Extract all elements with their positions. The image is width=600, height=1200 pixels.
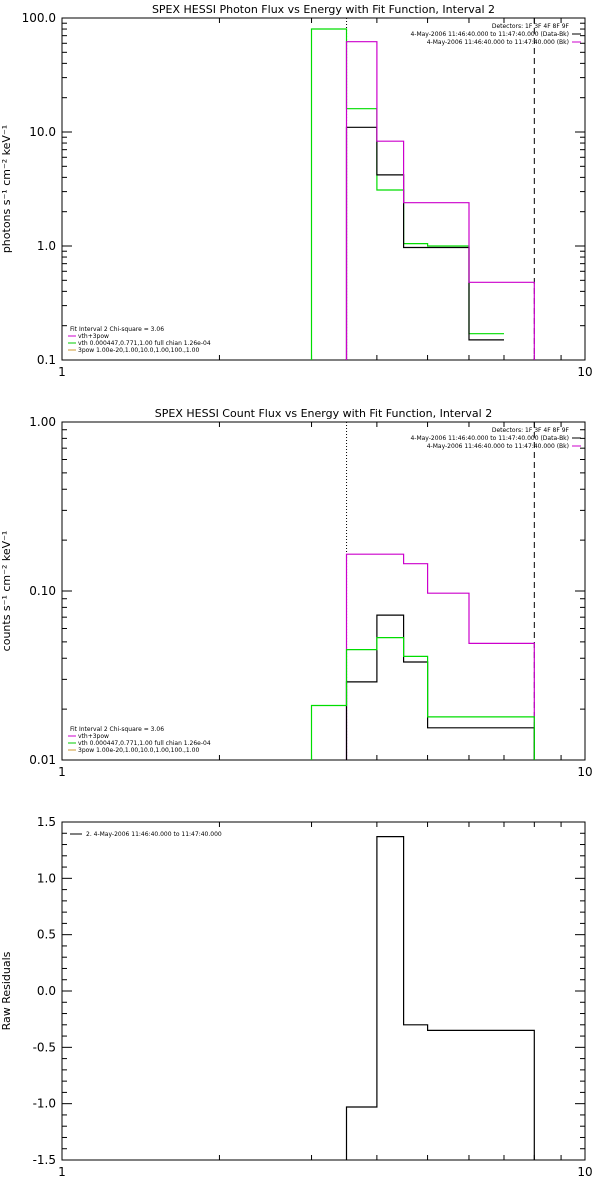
y-tick-label: -1.0 xyxy=(33,1097,56,1111)
y-tick-label: 1.00 xyxy=(29,415,56,429)
legend-text: 4-May-2006 11:46:40.000 to 11:47:40.000 … xyxy=(427,39,569,46)
legend-text: vth+3pow xyxy=(78,333,109,340)
x-tick-label: 10 xyxy=(577,1165,592,1179)
chart-title: SPEX HESSI Count Flux vs Energy with Fit… xyxy=(155,407,492,420)
y-tick-label: 0.01 xyxy=(29,753,56,767)
y-axis-label: counts s⁻¹ cm⁻² keV⁻¹ xyxy=(0,531,13,652)
chart-panel-3: Raw Residuals 1 10 1.5 1.0 0.5 0.0 -0.5 -1.0 -1.5… xyxy=(0,815,593,1179)
legend-text: Detectors: 1F 3F 4F 8F 9F xyxy=(492,427,570,434)
legend-text: 4-May-2006 11:46:40.000 to 11:47:40.000 … xyxy=(410,435,569,442)
y-tick-label: 100.0 xyxy=(22,11,56,25)
series-line-3 xyxy=(345,41,535,360)
y-tick-label: 1.0 xyxy=(37,239,56,253)
y-axis-label: Raw Residuals xyxy=(0,951,13,1030)
plot-frame xyxy=(61,17,586,361)
x-tick-label: 1 xyxy=(58,1165,66,1179)
y-tick-label: 10.0 xyxy=(29,125,56,139)
y-tick-label: -0.5 xyxy=(33,1040,56,1054)
y-tick-label: 1.5 xyxy=(37,815,56,829)
plot-frame xyxy=(61,821,586,1161)
series-line-2 xyxy=(345,126,504,360)
y-axis-label: photons s⁻¹ cm⁻² keV⁻¹ xyxy=(0,125,13,253)
plot-frame xyxy=(61,421,586,761)
chart-title: SPEX HESSI Photon Flux vs Energy with Fi… xyxy=(152,3,495,16)
series-line-3 xyxy=(310,636,535,760)
legend-text: 3pow 1.00e-20,1.00,10.0,1.00,100.,1.00 xyxy=(78,747,199,754)
y-tick-label: 0.1 xyxy=(37,353,56,367)
series-line-1 xyxy=(345,553,535,760)
legend-text: Fit Interval 2 Chi-square = 3.06 xyxy=(70,326,164,333)
series-line-1 xyxy=(310,28,504,360)
y-tick-label: 0.5 xyxy=(37,928,56,942)
legend-text: Fit Interval 2 Chi-square = 3.06 xyxy=(70,726,164,733)
x-tick-label: 10 xyxy=(577,765,592,779)
series-line-1 xyxy=(345,835,535,1160)
legend-text: vth 0.000447,0.771,1.00 full chian 1.26e… xyxy=(78,340,211,347)
legend-text: vth 0.000447,0.771,1.00 full chian 1.26e… xyxy=(78,740,211,747)
x-tick-label: 1 xyxy=(58,765,66,779)
y-tick-label: 1.0 xyxy=(37,871,56,885)
legend-text: 4-May-2006 11:46:40.000 to 11:47:40.000 … xyxy=(427,443,569,450)
chart-panel-1: SPEX HESSI Photon Flux vs Energy with Fi… xyxy=(0,3,593,379)
chart-panel-2: SPEX HESSI Count Flux vs Energy with Fit… xyxy=(0,407,593,779)
legend-text: 3pow 1.00e-20,1.00,10.0,1.00,100.,1.00 xyxy=(78,347,199,354)
x-tick-label: 10 xyxy=(577,365,592,379)
y-tick-label: 0.10 xyxy=(29,584,56,598)
legend-text: 4-May-2006 11:46:40.000 to 11:47:40.000 … xyxy=(410,31,569,38)
y-tick-label: -1.5 xyxy=(33,1153,56,1167)
legend-text: Detectors: 1F 3F 4F 8F 9F xyxy=(492,23,570,30)
legend-text: vth+3pow xyxy=(78,733,109,740)
series-line-2 xyxy=(345,614,535,760)
x-tick-label: 1 xyxy=(58,365,66,379)
legend-text: 2. 4-May-2006 11:46:40.000 to 11:47:40.0… xyxy=(86,831,222,838)
y-tick-label: 0.0 xyxy=(37,984,56,998)
